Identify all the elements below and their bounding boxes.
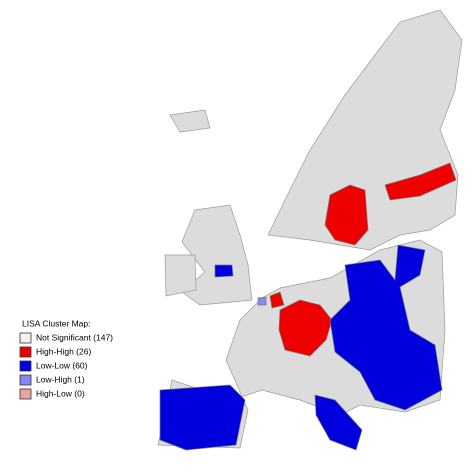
cluster-east: [329, 244, 443, 411]
cluster-netherlands: [269, 291, 285, 309]
legend-swatch: [19, 388, 32, 400]
legend-label: Low-Low (60): [36, 360, 88, 370]
legend-label: High-Low (0): [36, 388, 85, 398]
legend-label: Low-High (1): [36, 374, 85, 384]
legend-swatch: [19, 346, 32, 358]
cluster-low-high: [257, 296, 267, 306]
ireland: [164, 254, 197, 297]
cluster-germany: [278, 299, 333, 357]
cluster-uk: [214, 264, 234, 278]
iceland: [169, 109, 211, 133]
cluster-spain: [159, 384, 246, 451]
legend-label: Not Significant (147): [36, 332, 113, 342]
clusters: [159, 162, 457, 451]
legend-swatch: [19, 332, 32, 344]
cluster-sweden: [324, 184, 369, 246]
legend-swatch: [19, 374, 32, 386]
cluster-finland: [384, 162, 457, 201]
cluster-italy: [314, 394, 363, 451]
legend: LISA Cluster Map: Not Significant (147) H…: [19, 318, 113, 400]
legend-label: High-High (26): [36, 346, 91, 356]
legend-title: LISA Cluster Map:: [22, 318, 91, 328]
legend-swatch: [19, 360, 32, 372]
